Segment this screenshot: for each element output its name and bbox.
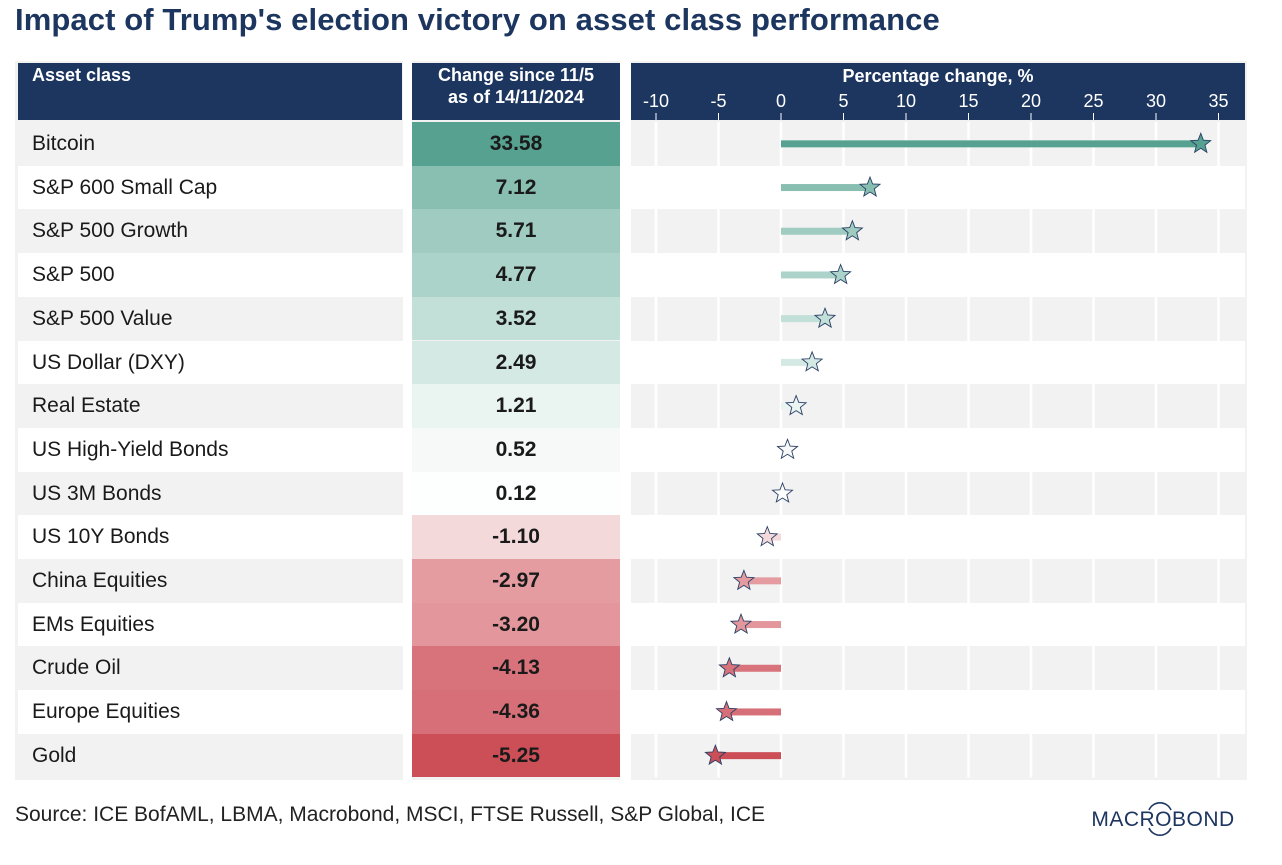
change-value-cell: -5.25 [412, 733, 620, 778]
change-value-cell: 1.21 [412, 384, 620, 428]
table-row [18, 515, 1245, 559]
asset-label: S&P 600 Small Cap [32, 175, 218, 199]
table-row [18, 296, 1245, 341]
change-value-cell: -3.20 [412, 602, 620, 647]
change-value-cell: -2.97 [412, 559, 620, 603]
change-value-cell: 4.77 [412, 253, 620, 297]
table-row [18, 253, 1245, 297]
table-row [18, 427, 1245, 472]
header-asset-class: Asset class [18, 63, 402, 120]
header-change: Change since 11/5 as of 14/11/2024 [412, 63, 620, 120]
header-chart [631, 63, 1245, 120]
asset-label: S&P 500 Value [32, 306, 173, 330]
table-row [18, 646, 1245, 691]
asset-label: S&P 500 Growth [32, 219, 189, 243]
change-value-cell: 0.52 [412, 427, 620, 472]
change-value-cell: 7.12 [412, 165, 620, 210]
change-value-cell: 0.12 [412, 471, 620, 516]
source-note: Source: ICE BofAML, LBMA, Macrobond, MSC… [15, 803, 766, 826]
asset-label: Bitcoin [32, 132, 96, 155]
logo-arc-bottom [1148, 827, 1172, 836]
change-value-cell: 33.58 [412, 122, 620, 166]
change-value-cell: 3.52 [412, 296, 620, 341]
asset-label: US 3M Bonds [32, 481, 162, 505]
macrobond-logo: MACROBOND [1091, 802, 1234, 836]
change-value-cell: 2.49 [412, 340, 620, 385]
column-divider [403, 61, 412, 780]
table-row [18, 602, 1245, 647]
asset-label: S&P 500 [32, 263, 115, 287]
asset-label: Crude Oil [32, 656, 121, 680]
table-row [18, 384, 1245, 428]
column-divider [620, 61, 631, 780]
table-row [18, 471, 1245, 516]
change-value-cell: -4.36 [412, 690, 620, 734]
asset-label: Europe Equities [32, 700, 181, 724]
table-row [18, 122, 1245, 166]
asset-label: US High-Yield Bonds [32, 437, 229, 461]
asset-label: China Equities [32, 569, 168, 592]
chart-title: Impact of Trump's election victory on as… [15, 2, 940, 37]
table-row [18, 165, 1245, 210]
change-value-cell: -4.13 [412, 646, 620, 691]
change-value-cell: -1.10 [412, 515, 620, 559]
asset-label: EMs Equities [32, 612, 155, 636]
header-change-line1: Change since 11/5 [437, 65, 595, 85]
asset-label: Gold [32, 743, 77, 767]
asset-label: Real Estate [32, 394, 141, 418]
header-asset-class-label: Asset class [32, 65, 132, 85]
table-row [18, 690, 1245, 734]
table-row [18, 559, 1245, 603]
logo-text: MACROBOND [1091, 808, 1234, 831]
logo-arc-top [1148, 802, 1172, 811]
table-row [18, 733, 1245, 778]
header-change-line2: as of 14/11/2024 [447, 87, 585, 107]
table-row [18, 340, 1245, 385]
change-value-cell: 5.71 [412, 209, 620, 254]
table-row [18, 209, 1245, 254]
asset-label: US 10Y Bonds [32, 525, 170, 549]
asset-label: US Dollar (DXY) [32, 350, 185, 374]
